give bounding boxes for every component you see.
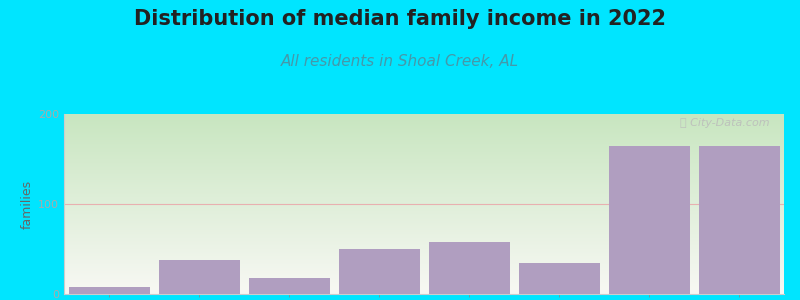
Bar (609, 146, 690, 294)
Bar (249, 278, 330, 294)
Bar (338, 249, 419, 294)
Bar (518, 262, 599, 294)
Bar (158, 260, 239, 294)
Text: All residents in Shoal Creek, AL: All residents in Shoal Creek, AL (281, 54, 519, 69)
Y-axis label: families: families (21, 179, 34, 229)
Bar (429, 242, 510, 294)
Text: Distribution of median family income in 2022: Distribution of median family income in … (134, 9, 666, 29)
Bar (69, 287, 150, 294)
Bar (698, 146, 779, 294)
Text: ⓘ City-Data.com: ⓘ City-Data.com (680, 118, 770, 128)
